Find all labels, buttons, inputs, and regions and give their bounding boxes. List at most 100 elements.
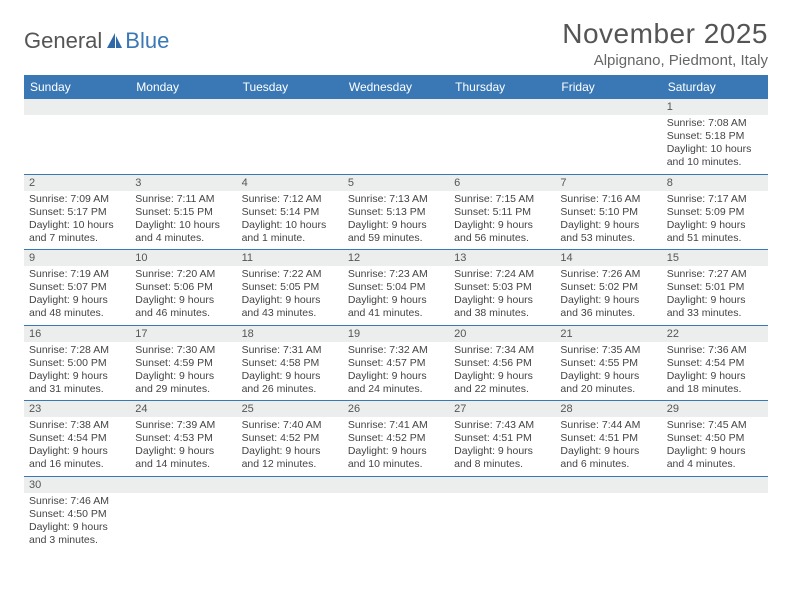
day-line: Daylight: 9 hours xyxy=(348,445,444,458)
day-cell: 12Sunrise: 7:23 AMSunset: 5:04 PMDayligh… xyxy=(343,250,449,325)
day-line: Daylight: 9 hours xyxy=(135,370,231,383)
day-number xyxy=(449,99,555,115)
dayhead-sun: Sunday xyxy=(24,75,130,99)
logo-text-2: Blue xyxy=(125,28,169,54)
day-line: Sunrise: 7:35 AM xyxy=(560,344,656,357)
day-number: 16 xyxy=(24,326,130,342)
day-line: Sunrise: 7:46 AM xyxy=(29,495,125,508)
day-cell: 6Sunrise: 7:15 AMSunset: 5:11 PMDaylight… xyxy=(449,175,555,250)
week-row: 30Sunrise: 7:46 AMSunset: 4:50 PMDayligh… xyxy=(24,477,768,552)
day-number: 8 xyxy=(662,175,768,191)
day-number: 17 xyxy=(130,326,236,342)
day-number: 3 xyxy=(130,175,236,191)
week-row: 1Sunrise: 7:08 AMSunset: 5:18 PMDaylight… xyxy=(24,99,768,175)
day-line: and 31 minutes. xyxy=(29,383,125,396)
empty-cell xyxy=(130,477,236,552)
day-body: Sunrise: 7:34 AMSunset: 4:56 PMDaylight:… xyxy=(449,342,555,401)
day-line: Sunrise: 7:12 AM xyxy=(242,193,338,206)
day-line: and 18 minutes. xyxy=(667,383,763,396)
day-line: Daylight: 9 hours xyxy=(454,219,550,232)
day-line: and 8 minutes. xyxy=(454,458,550,471)
day-body: Sunrise: 7:38 AMSunset: 4:54 PMDaylight:… xyxy=(24,417,130,476)
day-number xyxy=(24,99,130,115)
day-line: and 56 minutes. xyxy=(454,232,550,245)
day-line: Sunset: 5:07 PM xyxy=(29,281,125,294)
day-line: Daylight: 9 hours xyxy=(348,370,444,383)
day-line: Sunrise: 7:23 AM xyxy=(348,268,444,281)
day-body xyxy=(24,115,130,121)
day-line: and 46 minutes. xyxy=(135,307,231,320)
day-number: 26 xyxy=(343,401,449,417)
day-line: Sunset: 4:51 PM xyxy=(454,432,550,445)
day-body xyxy=(237,115,343,121)
day-body: Sunrise: 7:36 AMSunset: 4:54 PMDaylight:… xyxy=(662,342,768,401)
day-line: Sunset: 4:57 PM xyxy=(348,357,444,370)
day-line: Sunrise: 7:16 AM xyxy=(560,193,656,206)
day-number: 27 xyxy=(449,401,555,417)
day-number: 19 xyxy=(343,326,449,342)
day-number: 14 xyxy=(555,250,661,266)
day-cell: 17Sunrise: 7:30 AMSunset: 4:59 PMDayligh… xyxy=(130,326,236,401)
day-line: Sunrise: 7:11 AM xyxy=(135,193,231,206)
day-number: 6 xyxy=(449,175,555,191)
day-number: 11 xyxy=(237,250,343,266)
day-line: Sunset: 5:15 PM xyxy=(135,206,231,219)
day-line: Daylight: 9 hours xyxy=(560,219,656,232)
day-line: Daylight: 9 hours xyxy=(29,294,125,307)
day-cell: 9Sunrise: 7:19 AMSunset: 5:07 PMDaylight… xyxy=(24,250,130,325)
day-number: 5 xyxy=(343,175,449,191)
empty-cell xyxy=(449,477,555,552)
day-line: Sunrise: 7:34 AM xyxy=(454,344,550,357)
day-line: Sunset: 5:06 PM xyxy=(135,281,231,294)
dayhead-tue: Tuesday xyxy=(237,75,343,99)
day-line: Daylight: 9 hours xyxy=(242,294,338,307)
week-row: 2Sunrise: 7:09 AMSunset: 5:17 PMDaylight… xyxy=(24,175,768,251)
day-line: Sunset: 5:11 PM xyxy=(454,206,550,219)
day-line: Sunset: 4:53 PM xyxy=(135,432,231,445)
location: Alpignano, Piedmont, Italy xyxy=(562,52,768,69)
day-line: Sunset: 5:09 PM xyxy=(667,206,763,219)
day-line: Sunrise: 7:45 AM xyxy=(667,419,763,432)
day-body: Sunrise: 7:26 AMSunset: 5:02 PMDaylight:… xyxy=(555,266,661,325)
day-number: 2 xyxy=(24,175,130,191)
day-line: Sunrise: 7:31 AM xyxy=(242,344,338,357)
day-cell: 24Sunrise: 7:39 AMSunset: 4:53 PMDayligh… xyxy=(130,401,236,476)
day-body: Sunrise: 7:17 AMSunset: 5:09 PMDaylight:… xyxy=(662,191,768,250)
day-number xyxy=(449,477,555,493)
day-cell: 16Sunrise: 7:28 AMSunset: 5:00 PMDayligh… xyxy=(24,326,130,401)
day-cell: 2Sunrise: 7:09 AMSunset: 5:17 PMDaylight… xyxy=(24,175,130,250)
day-number: 29 xyxy=(662,401,768,417)
dayhead-mon: Monday xyxy=(130,75,236,99)
day-line: Sunrise: 7:13 AM xyxy=(348,193,444,206)
empty-cell xyxy=(24,99,130,174)
day-body: Sunrise: 7:13 AMSunset: 5:13 PMDaylight:… xyxy=(343,191,449,250)
day-line: Sunrise: 7:17 AM xyxy=(667,193,763,206)
day-line: Sunset: 4:58 PM xyxy=(242,357,338,370)
day-line: Daylight: 9 hours xyxy=(348,219,444,232)
day-line: and 4 minutes. xyxy=(135,232,231,245)
empty-cell xyxy=(555,99,661,174)
day-line: Sunrise: 7:22 AM xyxy=(242,268,338,281)
day-cell: 15Sunrise: 7:27 AMSunset: 5:01 PMDayligh… xyxy=(662,250,768,325)
day-line: Sunrise: 7:36 AM xyxy=(667,344,763,357)
day-line: Sunrise: 7:44 AM xyxy=(560,419,656,432)
day-line: Sunset: 4:59 PM xyxy=(135,357,231,370)
day-line: Sunset: 4:56 PM xyxy=(454,357,550,370)
day-line: and 53 minutes. xyxy=(560,232,656,245)
day-line: and 16 minutes. xyxy=(29,458,125,471)
day-cell: 29Sunrise: 7:45 AMSunset: 4:50 PMDayligh… xyxy=(662,401,768,476)
day-line: Sunrise: 7:39 AM xyxy=(135,419,231,432)
day-cell: 23Sunrise: 7:38 AMSunset: 4:54 PMDayligh… xyxy=(24,401,130,476)
day-line: and 41 minutes. xyxy=(348,307,444,320)
day-line: Daylight: 9 hours xyxy=(560,294,656,307)
day-body: Sunrise: 7:32 AMSunset: 4:57 PMDaylight:… xyxy=(343,342,449,401)
title-block: November 2025 Alpignano, Piedmont, Italy xyxy=(562,18,768,69)
day-line: Daylight: 9 hours xyxy=(667,294,763,307)
day-line: Sunset: 4:55 PM xyxy=(560,357,656,370)
day-line: Sunset: 5:05 PM xyxy=(242,281,338,294)
day-body: Sunrise: 7:31 AMSunset: 4:58 PMDaylight:… xyxy=(237,342,343,401)
day-number: 24 xyxy=(130,401,236,417)
day-number: 25 xyxy=(237,401,343,417)
empty-cell xyxy=(237,99,343,174)
month-title: November 2025 xyxy=(562,18,768,50)
